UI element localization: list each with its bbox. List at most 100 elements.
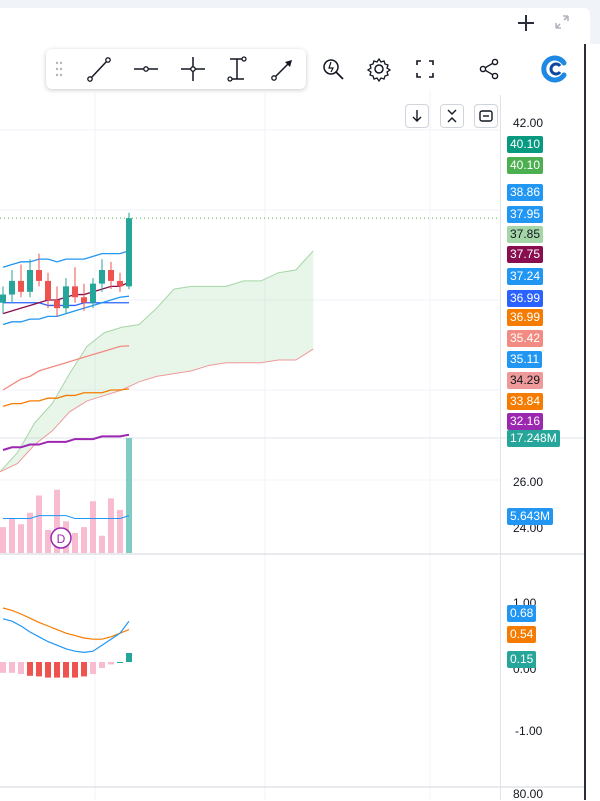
price-label-12: 33.84 <box>507 393 544 410</box>
ma-line-6 <box>2 433 130 451</box>
dividend-marker-label: D <box>57 532 66 546</box>
drawing-toolbar <box>46 49 306 89</box>
price-label-11: 34.29 <box>507 372 544 389</box>
macd-hist-bar-6 <box>54 662 60 678</box>
macd-hist-bar-4 <box>36 662 42 677</box>
expand-diagonal-icon[interactable] <box>552 12 572 38</box>
macd-hist-bar-3 <box>27 662 33 676</box>
volume-ma-line <box>3 515 130 519</box>
volume-bar-13 <box>117 509 123 553</box>
price-label-6: 37.24 <box>507 268 544 285</box>
macd-line <box>2 618 130 654</box>
price-label-1: 40.10 <box>507 157 544 174</box>
candle-body-0 <box>0 294 6 303</box>
volume-label-ma: 5.643M <box>507 508 554 525</box>
fixed-range-icon[interactable] <box>222 54 252 84</box>
volume-label-current: 17.248M <box>507 430 560 447</box>
horizontal-line-icon[interactable] <box>131 54 161 84</box>
volume-bar-12 <box>108 498 114 553</box>
price-label-5: 37.75 <box>507 246 544 263</box>
macd-hist-bar-2 <box>18 662 24 674</box>
candle-body-5 <box>45 280 51 300</box>
macd-hist-bar-9 <box>81 662 87 677</box>
candle-body-2 <box>18 280 24 292</box>
magnifier-alert-icon[interactable] <box>318 54 348 84</box>
gear-icon[interactable] <box>364 54 394 84</box>
crosshair-icon[interactable] <box>178 54 208 84</box>
collapse-pane-button[interactable] <box>440 104 464 128</box>
volume-tick-26: 26.00 <box>513 475 544 489</box>
scroll-down-button[interactable] <box>405 104 429 128</box>
window-right-border <box>584 44 586 800</box>
restore-pane-button[interactable] <box>474 104 498 128</box>
fullscreen-icon[interactable] <box>410 54 440 84</box>
candle-body-9 <box>81 297 87 303</box>
candle-body-4 <box>36 270 42 281</box>
volume-bar-3 <box>27 512 33 553</box>
price-label-7: 36.99 <box>507 290 544 307</box>
candle-body-6 <box>54 300 60 309</box>
rsi-tick-80: 80.00 <box>513 787 544 801</box>
chart-canvas[interactable]: D <box>0 90 584 800</box>
cloud-lower-line <box>0 348 314 473</box>
macd-hist-bar-8 <box>72 662 78 678</box>
macd-tick-minus-1: -1.00 <box>515 724 543 738</box>
macd-label-macd: 0.68 <box>507 605 537 622</box>
price-label-13: 32.16 <box>507 413 544 430</box>
price-scale-border <box>500 95 501 800</box>
volume-bar-10 <box>90 501 96 553</box>
volume-bar-11 <box>99 535 105 553</box>
candle-body-8 <box>72 286 78 298</box>
macd-hist-bar-10 <box>90 662 96 674</box>
candle-body-1 <box>9 280 15 295</box>
price-label-10: 35.11 <box>507 351 543 368</box>
price-label-9: 35.42 <box>507 330 544 347</box>
price-label-8: 36.99 <box>507 309 544 326</box>
candle-body-14 <box>126 218 132 287</box>
macd-hist-bar-7 <box>63 662 69 678</box>
cloud-upper-line <box>0 250 314 473</box>
candle-body-7 <box>63 286 69 309</box>
dividend-marker <box>50 527 72 549</box>
candle-body-3 <box>27 270 33 292</box>
macd-hist-bar-5 <box>45 662 51 678</box>
trend-line-icon[interactable] <box>84 54 114 84</box>
plus-icon[interactable] <box>515 12 537 40</box>
price-label-0: 40.10 <box>507 136 544 153</box>
arrow-line-icon[interactable] <box>268 54 298 84</box>
ichimoku-cloud <box>0 250 314 472</box>
candle-body-11 <box>99 270 105 284</box>
candle-body-13 <box>117 280 123 287</box>
volume-bar-6 <box>54 489 60 553</box>
macd-hist-bar-11 <box>99 662 105 668</box>
macd-hist-bar-12 <box>108 662 114 665</box>
brand-logo-icon[interactable] <box>540 54 570 84</box>
macd-hist-bar-0 <box>0 662 6 673</box>
price-label-4: 37.85 <box>507 226 544 243</box>
volume-bar-2 <box>18 524 24 553</box>
volume-bar-0 <box>0 527 6 553</box>
macd-signal-line <box>2 607 130 640</box>
candle-body-10 <box>90 283 96 303</box>
price-label-2: 38.86 <box>507 184 544 201</box>
volume-bar-14 <box>126 438 132 553</box>
price-tick-42: 42.00 <box>513 116 544 130</box>
candle-body-12 <box>108 270 114 281</box>
volume-bar-5 <box>45 530 51 553</box>
macd-hist-bar-14 <box>126 653 132 662</box>
macd-hist-bar-1 <box>9 662 15 673</box>
volume-bar-4 <box>36 495 42 553</box>
share-icon[interactable] <box>474 54 504 84</box>
top-window-bar <box>0 0 600 44</box>
macd-label-signal: 0.54 <box>507 626 537 643</box>
drag-grip-icon[interactable] <box>55 60 63 78</box>
volume-bar-8 <box>72 532 78 553</box>
macd-hist-bar-13 <box>117 662 123 663</box>
top-window-bar-inner <box>0 8 590 44</box>
macd-label-histogram: 0.15 <box>507 651 537 668</box>
ma-line-4 <box>2 345 130 391</box>
volume-bar-1 <box>9 518 15 553</box>
price-label-3: 37.95 <box>507 206 544 223</box>
volume-bar-9 <box>81 527 87 553</box>
ma-line-5 <box>2 388 130 407</box>
